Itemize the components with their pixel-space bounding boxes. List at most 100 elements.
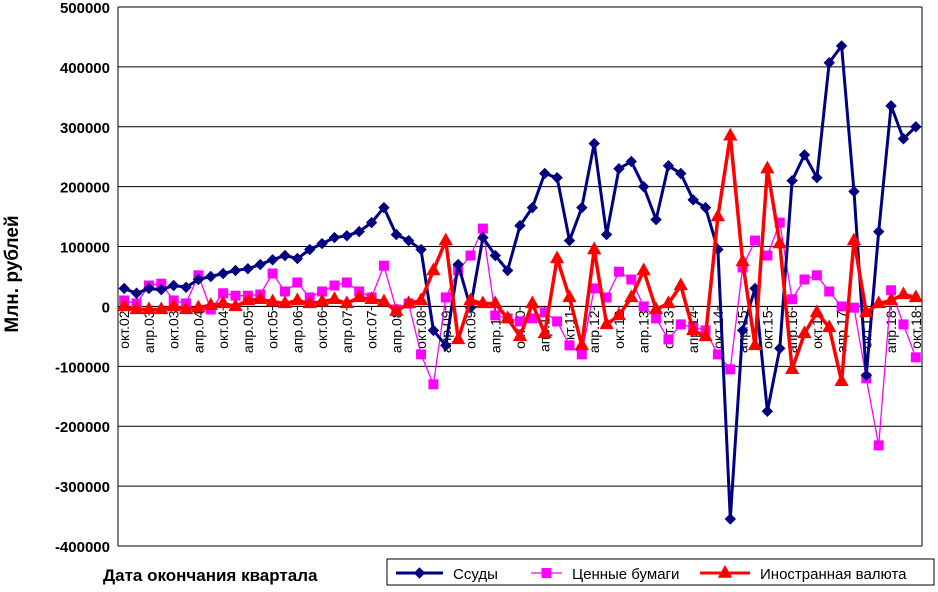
- data-point: [376, 293, 392, 307]
- data-point: [747, 337, 763, 351]
- data-point: [205, 270, 217, 283]
- data-point: [475, 295, 491, 309]
- data-point: [675, 319, 686, 330]
- data-point: [650, 213, 662, 226]
- legend-item: Иностранная валюта: [700, 564, 907, 583]
- data-point: [883, 292, 899, 306]
- data-point: [328, 231, 341, 244]
- x-tick-label: апр.07: [339, 310, 355, 353]
- data-point: [848, 185, 860, 198]
- data-point: [364, 291, 379, 304]
- data-point: [824, 286, 835, 297]
- data-point: [117, 298, 132, 312]
- data-point: [291, 252, 304, 265]
- y-tick-label: -200000: [55, 419, 110, 436]
- data-point: [415, 243, 427, 256]
- data-point: [489, 249, 501, 262]
- data-point: [834, 373, 849, 387]
- data-point: [426, 262, 441, 276]
- data-point: [686, 322, 701, 336]
- data-point: [784, 361, 800, 375]
- data-point: [130, 287, 143, 299]
- data-point: [316, 237, 328, 250]
- data-point: [154, 301, 169, 315]
- legend-item: Ссуды: [396, 566, 498, 583]
- data-point: [613, 162, 625, 175]
- data-point: [339, 295, 354, 309]
- data-point: [215, 295, 231, 309]
- data-point: [341, 230, 353, 242]
- data-point: [129, 301, 144, 315]
- data-point: [848, 302, 859, 313]
- data-point: [253, 291, 268, 304]
- data-point: [267, 268, 278, 279]
- y-tick-label: -100000: [55, 359, 110, 376]
- data-point: [242, 263, 254, 275]
- x-tick-label: окт.02: [116, 310, 132, 349]
- series-layer: [117, 40, 923, 525]
- legend-label: Ссуды: [453, 566, 498, 583]
- data-point: [390, 228, 403, 241]
- y-tick-label: 100000: [60, 240, 110, 257]
- y-axis-title: Млн. рублей: [2, 215, 23, 332]
- data-point: [761, 405, 774, 417]
- data-point: [563, 234, 576, 247]
- data-point: [576, 349, 587, 360]
- data-point: [539, 167, 551, 180]
- data-point: [624, 289, 639, 303]
- x-tick-label: апр.03: [141, 310, 157, 353]
- data-point: [587, 241, 602, 255]
- data-point: [712, 349, 723, 360]
- data-point: [675, 167, 687, 180]
- data-point: [143, 282, 155, 295]
- data-point: [203, 297, 218, 310]
- x-tick-label: окт.04: [215, 310, 231, 349]
- data-point: [873, 440, 884, 451]
- x-tick-label: окт.15: [759, 310, 775, 349]
- data-point: [735, 253, 750, 267]
- data-point: [537, 325, 552, 339]
- data-point: [562, 289, 577, 303]
- data-point: [401, 295, 416, 309]
- data-point: [710, 208, 726, 222]
- data-point: [760, 160, 775, 174]
- data-point: [402, 234, 415, 247]
- data-point: [637, 180, 650, 193]
- data-point: [279, 286, 290, 297]
- data-point: [450, 331, 466, 345]
- data-point: [428, 379, 439, 390]
- data-point: [859, 304, 874, 318]
- series-2: [117, 127, 923, 387]
- legend-box: [386, 558, 935, 586]
- data-point: [353, 225, 365, 238]
- data-point: [896, 286, 911, 300]
- data-point: [564, 340, 575, 351]
- data-point: [292, 277, 303, 288]
- data-point: [885, 100, 897, 112]
- data-point: [698, 328, 713, 342]
- x-tick-label: апр.06: [289, 310, 305, 353]
- data-point: [897, 133, 910, 145]
- data-point: [141, 301, 157, 315]
- data-point: [265, 293, 280, 307]
- data-point: [860, 369, 873, 382]
- data-point: [717, 564, 733, 578]
- data-point: [329, 280, 340, 291]
- data-point: [254, 258, 266, 271]
- data-point: [302, 295, 317, 309]
- data-point: [463, 292, 478, 306]
- x-tick-label: окт.18: [908, 310, 924, 349]
- x-tick-label: апр.05: [240, 310, 256, 353]
- data-point: [809, 304, 825, 318]
- y-tick-label: -400000: [55, 539, 110, 556]
- data-point: [512, 328, 528, 342]
- data-point: [304, 243, 316, 256]
- y-tick-label: 300000: [60, 120, 110, 137]
- data-point: [797, 325, 812, 339]
- y-tick-label: 0: [102, 299, 110, 316]
- data-point: [699, 201, 712, 214]
- x-tick-label: окт.06: [314, 310, 330, 349]
- data-point: [811, 171, 823, 184]
